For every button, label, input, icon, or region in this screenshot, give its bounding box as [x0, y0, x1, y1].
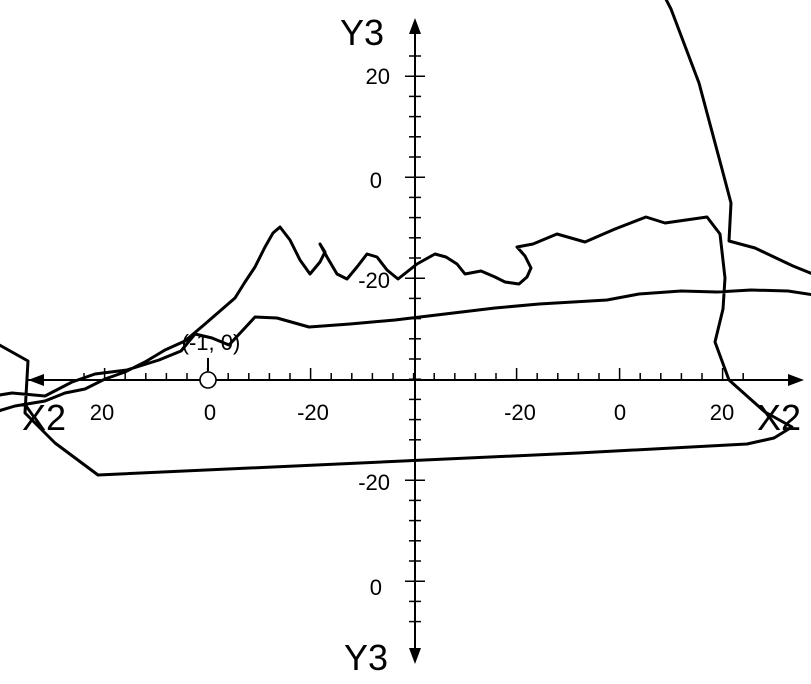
point-label: (-1, 0) — [182, 330, 241, 355]
tick-label-h-20-right: 20 — [710, 400, 734, 425]
y-axis-label-bottom: Y3 — [344, 637, 388, 678]
tick-label-h-neg20-left: -20 — [297, 400, 329, 425]
y-axis-arrow-top — [409, 18, 421, 34]
x-axis-arrow-right — [788, 374, 804, 386]
tick-label-v-neg20-lower: -20 — [358, 470, 390, 495]
y-axis-label-top: Y3 — [340, 12, 384, 53]
tick-label-v-20: 20 — [366, 64, 390, 89]
point-marker: (-1, 0) — [182, 330, 241, 389]
tick-label-v-0: 0 — [370, 168, 382, 193]
tick-label-h-neg20-right: -20 — [504, 400, 536, 425]
y-axis-arrow-bottom — [409, 648, 421, 664]
tick-label-h-20-left: 20 — [90, 400, 114, 425]
tick-label-v-neg20: -20 — [358, 268, 390, 293]
trajectory-line — [0, 0, 811, 477]
axes — [28, 18, 804, 664]
tick-label-h-0-left: 0 — [204, 400, 216, 425]
x-axis-label-right: X2 — [757, 397, 801, 438]
tick-label-h-0-right: 0 — [614, 400, 626, 425]
tick-label-v-0-lower: 0 — [370, 575, 382, 600]
point-circle — [199, 371, 217, 389]
x-axis-arrow-left — [28, 374, 44, 386]
